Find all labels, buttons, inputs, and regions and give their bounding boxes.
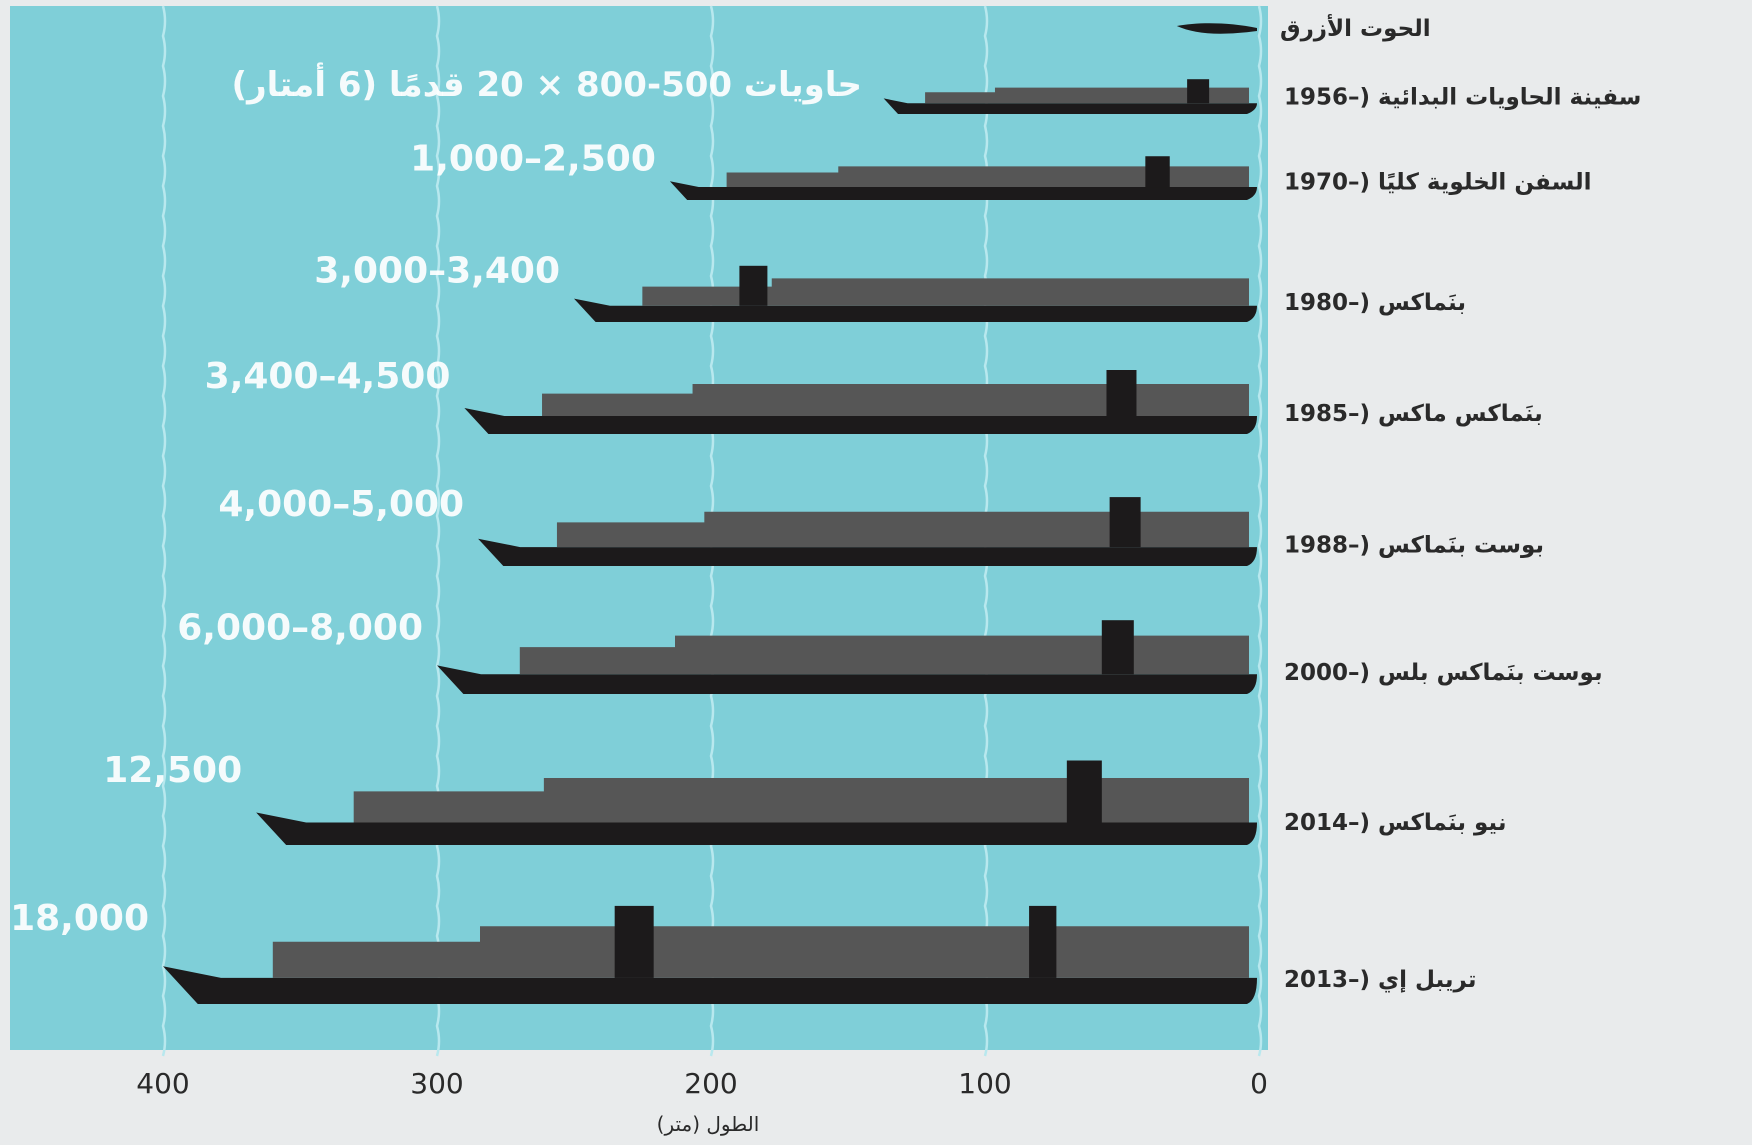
ship-8 [163,905,1257,1004]
ship-layer [163,23,1258,1004]
ship-bridge [739,265,768,306]
ship-hull [437,665,1257,694]
ship-1 [883,79,1257,114]
ship-containers [272,926,1249,978]
capacity-label: 6,000–8,000 [177,608,423,649]
ship-containers [556,511,1249,548]
ship-name-label: بنَماكس (–1980 [1284,290,1466,316]
ship-name-label: بوست بنَماكس (–1988 [1284,533,1544,559]
x-axis: الطول (متر) 400 300 200 100 0 [136,1067,1268,1136]
ship-hull [669,181,1257,200]
ship-5 [478,497,1258,566]
ship-6 [437,620,1257,694]
ship-bridge [1066,760,1102,823]
ship-name-label: بوست بنَماكس بلس (–2000 [1284,660,1603,686]
ship-bridge [1106,370,1137,416]
ship-hull [163,966,1257,1004]
ship-bridge [1109,497,1141,548]
ship-containers [726,166,1249,188]
capacity-label: 12,500 [103,750,242,791]
capacity-label: 3,000–3,400 [314,250,560,291]
ship-bridge [1101,620,1134,675]
x-tick-label: 0 [1250,1067,1268,1100]
ship-containers [642,278,1249,306]
x-tick-label: 100 [958,1067,1011,1100]
ship-4 [464,370,1257,434]
capacity-label: 18,000 [10,898,149,939]
ship-hull [256,812,1257,845]
ship-engine-house [1029,905,1057,978]
ship-name-label: تريبل إي (–2013 [1284,967,1477,993]
ship-name-label: السفن الخلوية كليًا (–1970 [1284,170,1592,196]
blue-whale-silhouette [1176,23,1257,34]
ship-bridge [1145,156,1170,188]
capacity-label: 1,000–2,500 [410,138,656,179]
capacity-label: 4,000–5,000 [218,484,464,525]
ship-7 [256,760,1257,845]
capacity-label: 3,400–4,500 [205,356,451,397]
ship-containers [925,87,1249,104]
ship-3 [574,265,1257,322]
x-tick-label: 200 [684,1067,737,1100]
ship-2 [669,156,1257,200]
reference-label: الحوت الأزرق [1280,13,1431,42]
x-axis-label: الطول (متر) [657,1112,760,1136]
ship-bridge [1187,79,1210,104]
x-tick-label: 400 [136,1067,189,1100]
capacity-label: حاويات 500-800 × 20 قدمًا (6 أمتار) [232,62,862,105]
gridline-0 [1257,5,1263,1057]
ship-hull [464,408,1257,434]
ship-containers [542,384,1249,416]
label-layer: الحوت الأزرق حاويات 500-800 × 20 قدمًا (6… [10,13,1641,993]
ship-hull [478,538,1258,566]
ship-containers [353,778,1249,823]
ship-hull [883,98,1257,114]
ship-name-label: سفينة الحاويات البدائية (–1956 [1284,85,1641,111]
ship-hull [574,298,1257,322]
gridline-300 [435,5,441,1057]
ship-containers [519,635,1249,675]
gridline-400 [161,5,167,1057]
ship-name-label: نيو بنَماكس (–2014 [1284,810,1506,836]
x-tick-label: 300 [410,1067,463,1100]
ship-bridge [614,905,654,978]
ship-name-label: بنَماكس ماكس (–1985 [1284,401,1543,427]
